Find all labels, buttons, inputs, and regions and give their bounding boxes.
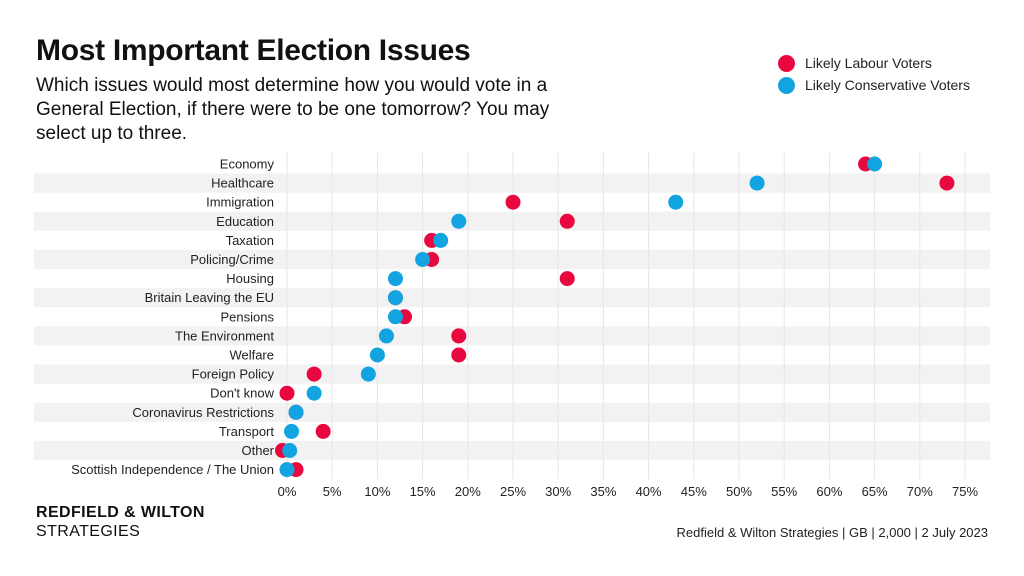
category-label: Pensions <box>221 309 275 324</box>
conservative-dot <box>867 156 883 172</box>
labour-dot <box>279 385 295 401</box>
x-tick-label: 60% <box>816 484 842 499</box>
labour-dot <box>451 328 467 344</box>
category-label: Transport <box>219 424 275 439</box>
labour-dot <box>451 347 467 363</box>
x-tick-label: 20% <box>455 484 481 499</box>
x-tick-label: 65% <box>862 484 888 499</box>
category-label: Housing <box>226 271 274 286</box>
chart-title: Most Important Election Issues <box>36 34 471 67</box>
category-label: Don't know <box>210 386 275 401</box>
x-tick-label: 0% <box>278 484 297 499</box>
conservative-dot <box>378 328 394 344</box>
legend-item-conservative: Likely Conservative Voters <box>778 74 970 96</box>
category-label: Britain Leaving the EU <box>145 290 274 305</box>
row-band <box>34 402 990 422</box>
category-label: Education <box>216 214 274 229</box>
row-band <box>34 440 990 461</box>
x-tick-label: 10% <box>364 484 390 499</box>
conservative-dot <box>387 309 403 325</box>
legend-label-labour: Likely Labour Voters <box>805 55 932 71</box>
legend: Likely Labour Voters Likely Conservative… <box>778 52 970 96</box>
row-band <box>34 211 990 231</box>
conservative-dot <box>284 423 300 439</box>
source-note: Redfield & Wilton Strategies | GB | 2,00… <box>676 525 988 540</box>
conservative-dot <box>306 385 322 401</box>
conservative-dot <box>282 443 298 458</box>
x-tick-label: 70% <box>907 484 933 499</box>
conservative-dot <box>360 366 376 382</box>
x-tick-label: 25% <box>500 484 526 499</box>
x-tick-label: 35% <box>590 484 616 499</box>
brand-logo: REDFIELD & WILTON STRATEGIES <box>36 503 205 541</box>
conservative-dot <box>369 347 385 363</box>
category-label: Economy <box>220 157 275 172</box>
category-label: Scottish Independence / The Union <box>71 462 274 477</box>
legend-label-conservative: Likely Conservative Voters <box>805 77 970 93</box>
conservative-dot <box>288 404 304 420</box>
chart-subtitle: Which issues would most determine how yo… <box>36 75 550 144</box>
conservative-dot <box>451 213 467 229</box>
category-label: The Environment <box>175 328 274 343</box>
x-tick-label: 50% <box>726 484 752 499</box>
category-label: Healthcare <box>211 176 274 191</box>
legend-item-labour: Likely Labour Voters <box>778 52 970 74</box>
labour-dot <box>306 366 322 382</box>
row-band <box>34 364 990 384</box>
x-tick-label: 45% <box>681 484 707 499</box>
x-tick-label: 15% <box>410 484 436 499</box>
x-tick-label: 40% <box>636 484 662 499</box>
category-label: Welfare <box>229 348 274 363</box>
conservative-dot <box>433 232 449 248</box>
legend-dot-labour <box>778 54 795 72</box>
labour-dot <box>939 175 955 191</box>
labour-dot <box>315 423 331 439</box>
conservative-dot <box>415 252 431 267</box>
conservative-dot <box>387 271 403 287</box>
conservative-dot <box>749 175 765 191</box>
x-tick-label: 75% <box>952 484 978 499</box>
labour-dot <box>505 194 521 210</box>
category-label: Policing/Crime <box>190 252 274 267</box>
row-band <box>34 326 990 346</box>
category-label: Other <box>241 443 274 458</box>
brand-name: REDFIELD & WILTON <box>36 504 205 521</box>
row-band <box>34 288 990 308</box>
category-label: Taxation <box>226 233 274 248</box>
x-tick-label: 55% <box>771 484 797 499</box>
row-band <box>34 173 990 193</box>
labour-dot <box>559 271 575 287</box>
x-tick-label: 5% <box>323 484 342 499</box>
conservative-dot <box>668 194 684 210</box>
conservative-dot <box>279 462 295 478</box>
category-label: Immigration <box>206 195 274 210</box>
x-tick-label: 30% <box>545 484 571 499</box>
legend-dot-conservative <box>778 76 795 94</box>
labour-dot <box>559 213 575 229</box>
brand-subtitle: STRATEGIES <box>36 523 141 540</box>
category-label: Foreign Policy <box>192 367 275 382</box>
row-band <box>34 249 990 270</box>
conservative-dot <box>387 290 403 306</box>
category-label: Coronavirus Restrictions <box>132 405 274 420</box>
